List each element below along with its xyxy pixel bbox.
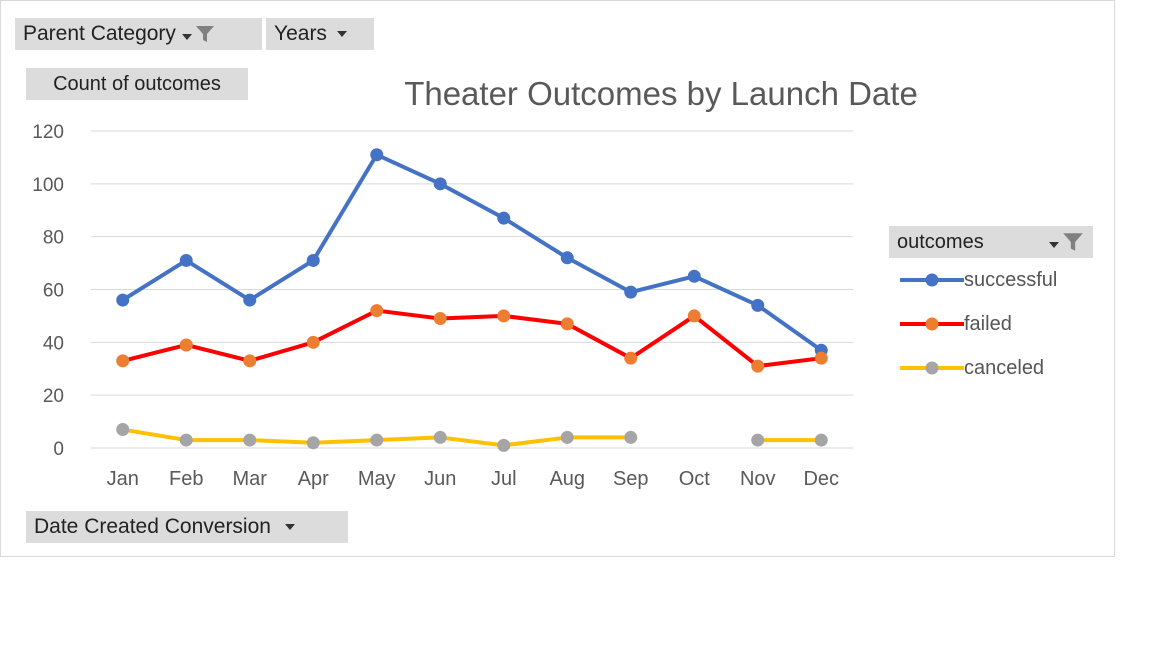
x-tick-label: Jan bbox=[107, 468, 139, 490]
data-point-failed[interactable] bbox=[624, 351, 638, 365]
data-point-successful[interactable] bbox=[433, 177, 447, 191]
x-tick-label: May bbox=[358, 468, 396, 490]
data-point-failed[interactable] bbox=[116, 354, 130, 368]
values-field-button[interactable]: Count of outcomes bbox=[26, 68, 248, 100]
data-point-canceled[interactable] bbox=[433, 430, 447, 444]
y-tick-label: 40 bbox=[43, 333, 64, 354]
data-point-failed[interactable] bbox=[370, 304, 384, 318]
legend-item-canceled[interactable]: canceled bbox=[896, 356, 1044, 380]
gridlines bbox=[91, 130, 853, 449]
x-tick-label: Dec bbox=[803, 468, 839, 490]
values-field-label: Count of outcomes bbox=[53, 73, 221, 95]
line-chart: Theater Outcomes by Launch Date 0 20 40 60 8… bbox=[32, 75, 918, 490]
y-tick-label: 0 bbox=[53, 439, 64, 460]
axis-field-button[interactable]: Date Created Conversion bbox=[26, 511, 348, 543]
data-point-canceled[interactable] bbox=[116, 423, 130, 437]
x-tick-label: Jul bbox=[491, 468, 517, 490]
x-tick-label: Apr bbox=[298, 468, 329, 490]
data-point-failed[interactable] bbox=[814, 351, 828, 365]
legend-swatch-marker bbox=[925, 361, 939, 375]
data-point-failed[interactable] bbox=[560, 317, 574, 331]
x-axis-tick-labels: Jan Feb Mar Apr May Jun Jul Aug Sep Oct Nov Dec bbox=[107, 468, 839, 490]
data-point-successful[interactable] bbox=[306, 253, 320, 267]
chevron-down-icon bbox=[1049, 242, 1059, 248]
data-point-canceled[interactable] bbox=[560, 430, 574, 444]
data-point-successful[interactable] bbox=[624, 285, 638, 299]
data-point-successful[interactable] bbox=[243, 293, 257, 307]
data-point-successful[interactable] bbox=[560, 251, 574, 265]
legend-swatch-marker bbox=[925, 273, 939, 287]
pivot-chart-area: Parent Category Years Count of outcomes … bbox=[0, 0, 1115, 557]
y-tick-label: 20 bbox=[43, 386, 64, 407]
x-tick-label: Nov bbox=[740, 468, 776, 490]
data-point-failed[interactable] bbox=[433, 312, 447, 326]
data-point-successful[interactable] bbox=[179, 253, 193, 267]
data-point-canceled[interactable] bbox=[370, 433, 384, 447]
data-point-canceled[interactable] bbox=[243, 433, 257, 447]
legend-label-failed: failed bbox=[964, 312, 1012, 335]
chart-title: Theater Outcomes by Launch Date bbox=[404, 75, 918, 112]
legend-label-canceled: canceled bbox=[964, 356, 1045, 379]
data-point-canceled[interactable] bbox=[814, 433, 828, 447]
data-point-successful[interactable] bbox=[497, 211, 511, 225]
parent-category-filter-button[interactable]: Parent Category bbox=[15, 18, 262, 50]
y-tick-label: 80 bbox=[43, 228, 64, 249]
legend-label-successful: successful bbox=[964, 268, 1058, 291]
data-point-canceled[interactable] bbox=[306, 436, 320, 450]
data-point-successful[interactable] bbox=[370, 148, 384, 162]
x-tick-label: Jun bbox=[424, 468, 456, 490]
data-point-failed[interactable] bbox=[751, 359, 765, 373]
series-line-successful bbox=[120, 152, 824, 353]
series-lines bbox=[116, 148, 828, 452]
legend-swatch-successful bbox=[900, 273, 964, 287]
chevron-down-icon bbox=[284, 524, 295, 530]
series-canceled bbox=[116, 423, 828, 452]
data-point-canceled[interactable] bbox=[751, 433, 765, 447]
legend-swatch-marker bbox=[925, 317, 939, 331]
data-point-canceled[interactable] bbox=[179, 433, 193, 447]
y-axis-tick-labels: 0 20 40 60 80 100 120 bbox=[32, 122, 64, 460]
y-tick-label: 100 bbox=[32, 175, 64, 196]
chevron-down-icon bbox=[181, 34, 192, 40]
y-tick-label: 60 bbox=[43, 281, 64, 302]
x-tick-label: Aug bbox=[549, 468, 585, 490]
legend-item-failed[interactable]: failed bbox=[896, 312, 1012, 336]
parent-category-label: Parent Category bbox=[23, 22, 176, 45]
x-tick-label: Feb bbox=[169, 468, 203, 490]
series-successful bbox=[116, 148, 828, 357]
filter-funnel-icon bbox=[195, 26, 214, 42]
y-tick-label: 120 bbox=[32, 122, 64, 143]
years-label: Years bbox=[274, 22, 327, 45]
legend-field-button[interactable]: outcomes bbox=[889, 226, 1093, 258]
x-tick-label: Sep bbox=[613, 468, 649, 490]
axis-field-label: Date Created Conversion bbox=[34, 515, 271, 538]
data-point-successful[interactable] bbox=[751, 298, 765, 312]
legend-swatch-failed bbox=[900, 317, 964, 331]
data-point-failed[interactable] bbox=[497, 309, 511, 323]
data-point-successful[interactable] bbox=[687, 269, 701, 283]
years-filter-button[interactable]: Years bbox=[266, 18, 374, 50]
chevron-down-icon bbox=[336, 31, 347, 37]
legend-swatch-canceled bbox=[900, 361, 964, 375]
data-point-failed[interactable] bbox=[243, 354, 257, 368]
data-point-failed[interactable] bbox=[687, 309, 701, 323]
filter-funnel-icon bbox=[1063, 233, 1083, 251]
data-point-failed[interactable] bbox=[179, 338, 193, 352]
data-point-canceled[interactable] bbox=[497, 438, 511, 452]
data-point-canceled[interactable] bbox=[624, 430, 638, 444]
series-failed bbox=[116, 304, 828, 373]
data-point-failed[interactable] bbox=[306, 335, 320, 349]
legend-item-successful[interactable]: successful bbox=[896, 268, 1057, 292]
series-line-failed bbox=[120, 308, 824, 369]
legend-field-label: outcomes bbox=[897, 231, 984, 253]
x-tick-label: Mar bbox=[233, 468, 268, 490]
x-tick-label: Oct bbox=[679, 468, 711, 490]
data-point-successful[interactable] bbox=[116, 293, 130, 307]
